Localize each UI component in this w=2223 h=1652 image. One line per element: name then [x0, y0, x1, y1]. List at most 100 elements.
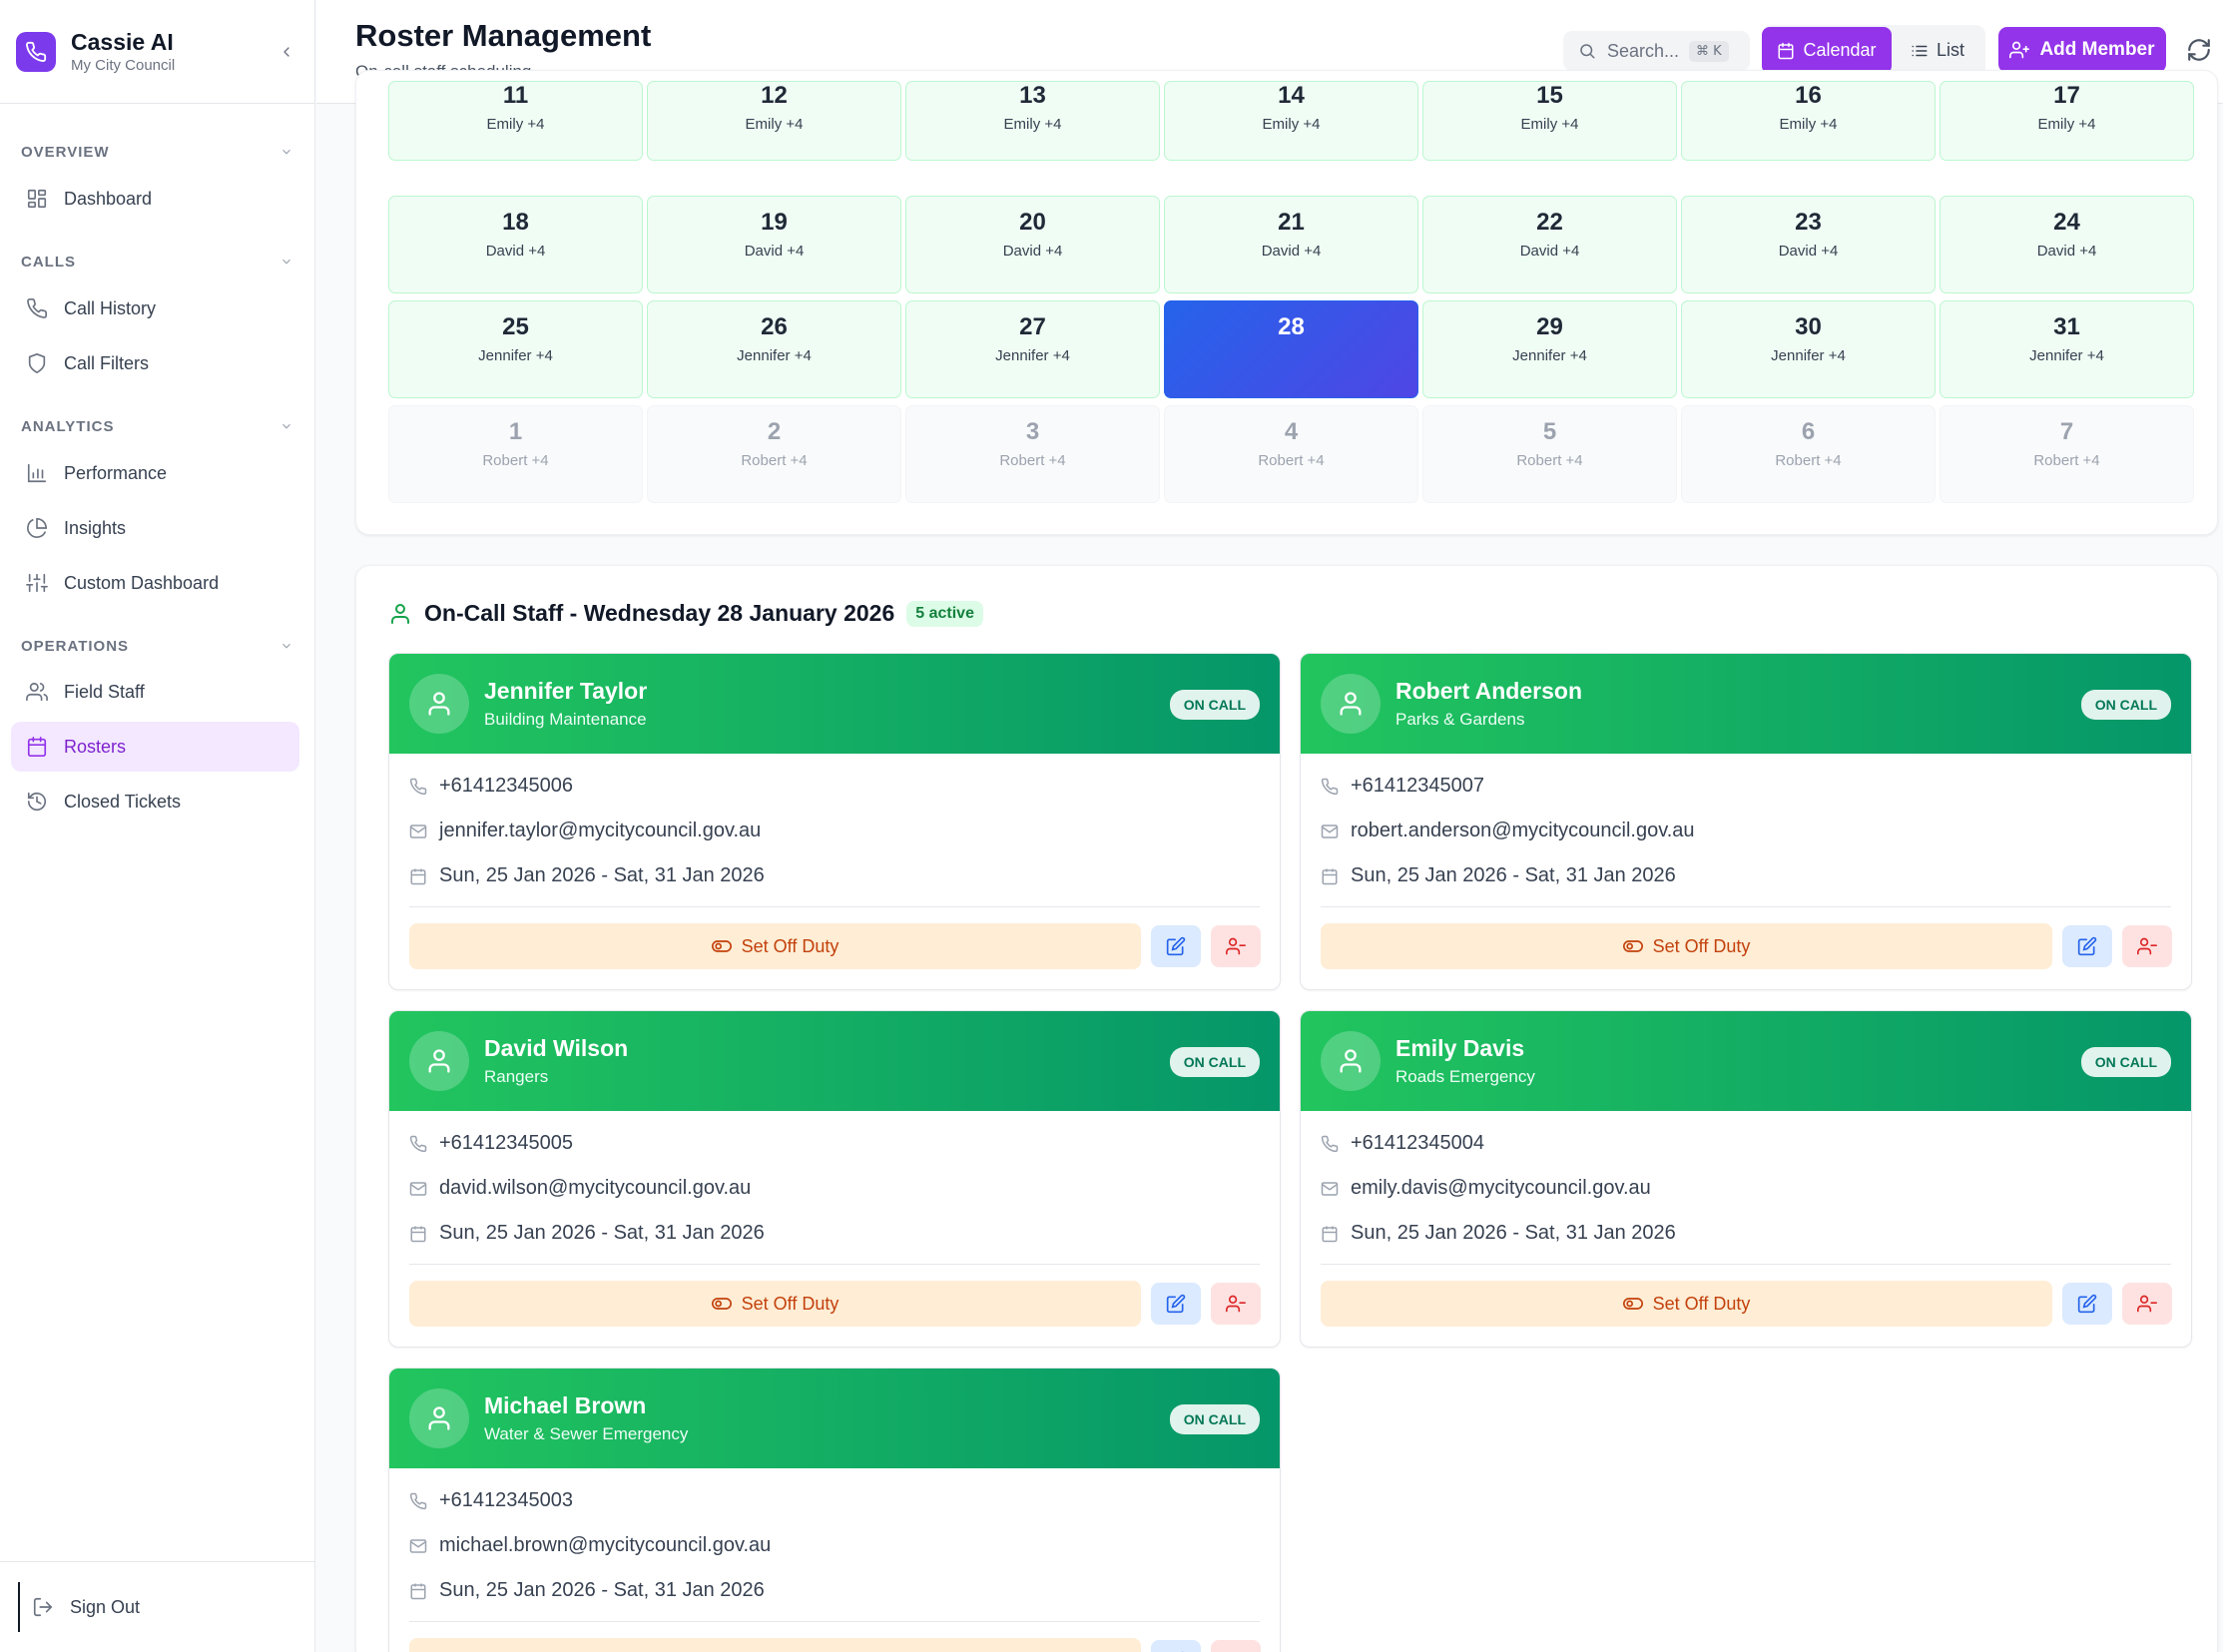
sidebar-item-performance[interactable]: Performance	[11, 448, 299, 498]
set-off-duty-button[interactable]: Set Off Duty	[1321, 923, 2052, 969]
calendar-day[interactable]: 24 David +4	[1940, 196, 2194, 293]
section-toggle-calls[interactable]: CALLS	[0, 247, 315, 276]
sidebar-item-insights[interactable]: Insights	[11, 503, 299, 553]
calendar-day[interactable]: 5 Robert +4	[1422, 405, 1677, 503]
set-off-duty-label: Set Off Duty	[741, 1293, 839, 1314]
calendar-day[interactable]: 1 Robert +4	[388, 405, 643, 503]
set-off-duty-button[interactable]: Set Off Duty	[409, 1638, 1141, 1652]
sidebar-item-dashboard[interactable]: Dashboard	[11, 174, 299, 224]
calendar-day[interactable]: 26 Jennifer +4	[647, 300, 901, 398]
add-member-button[interactable]: Add Member	[1998, 27, 2166, 73]
phone-icon	[409, 1135, 427, 1152]
pie-chart-icon	[27, 518, 47, 538]
calendar-day-today[interactable]: 28	[1164, 300, 1418, 398]
calendar-day[interactable]: 2 Robert +4	[647, 405, 901, 503]
calendar-day[interactable]: 18 David +4	[388, 196, 643, 293]
sidebar-item-field-staff[interactable]: Field Staff	[11, 667, 299, 717]
calendar-day[interactable]: 12 Emily +4	[647, 81, 901, 161]
sidebar-item-custom-dashboard[interactable]: Custom Dashboard	[11, 558, 299, 608]
staff-email[interactable]: robert.anderson@mycitycouncil.gov.au	[1351, 820, 1695, 841]
staff-email-row: michael.brown@mycitycouncil.gov.au	[409, 1534, 771, 1557]
staff-department: Building Maintenance	[484, 710, 647, 729]
calendar-day[interactable]: 27 Jennifer +4	[905, 300, 1160, 398]
toggle-icon	[1622, 1298, 1643, 1310]
calendar-day[interactable]: 3 Robert +4	[905, 405, 1160, 503]
staff-roster-period: Sun, 25 Jan 2026 - Sat, 31 Jan 2026	[439, 1222, 765, 1244]
remove-staff-button[interactable]	[2122, 1283, 2172, 1325]
calendar-day[interactable]: 22 David +4	[1422, 196, 1677, 293]
phone-icon	[27, 298, 47, 318]
staff-phone[interactable]: +61412345003	[439, 1489, 574, 1511]
set-off-duty-button[interactable]: Set Off Duty	[409, 1281, 1141, 1327]
sign-out-label: Sign Out	[70, 1596, 141, 1617]
set-off-duty-button[interactable]: Set Off Duty	[1321, 1281, 2052, 1327]
edit-icon	[2077, 936, 2097, 956]
staff-email[interactable]: michael.brown@mycitycouncil.gov.au	[439, 1534, 772, 1556]
sign-out-button[interactable]: Sign Out	[0, 1561, 315, 1652]
roster-calendar: 11 Emily +4 12 Emily +4 13 Emily +4 14 Emily +4…	[355, 70, 2218, 535]
edit-staff-button[interactable]	[2062, 925, 2112, 967]
section-toggle-overview[interactable]: OVERVIEW	[0, 137, 315, 167]
calendar-day-number: 13	[1019, 82, 1046, 109]
remove-staff-button[interactable]	[1211, 925, 1261, 967]
calendar-day[interactable]: 11 Emily +4	[388, 81, 643, 161]
nav-section-analytics: ANALYTICS	[0, 411, 315, 441]
status-badge: ON CALL	[1169, 1047, 1260, 1077]
remove-staff-button[interactable]	[1211, 1283, 1261, 1325]
calendar-day[interactable]: 23 David +4	[1681, 196, 1936, 293]
sidebar-item-closed-tickets[interactable]: Closed Tickets	[11, 777, 299, 826]
staff-phone[interactable]: +61412345005	[439, 1132, 574, 1154]
calendar-day[interactable]: 7 Robert +4	[1940, 405, 2194, 503]
sidebar-item-call-filters[interactable]: Call Filters	[11, 338, 299, 388]
calendar-day[interactable]: 13 Emily +4	[905, 81, 1160, 161]
section-label: OPERATIONS	[21, 637, 130, 655]
calendar-day-number: 29	[1536, 313, 1563, 340]
avatar	[409, 1388, 469, 1448]
calendar-day-staff: Robert +4	[741, 452, 808, 469]
calendar-day-staff: Jennifer +4	[478, 347, 553, 364]
staff-phone[interactable]: +61412345006	[439, 775, 574, 797]
user-minus-icon	[2137, 937, 2157, 955]
remove-staff-button[interactable]	[2122, 925, 2172, 967]
calendar-day[interactable]: 19 David +4	[647, 196, 901, 293]
remove-staff-button[interactable]	[1211, 1640, 1261, 1652]
sidebar-item-rosters[interactable]: Rosters	[11, 722, 299, 772]
list-view-button[interactable]: List	[1894, 27, 1981, 74]
staff-email[interactable]: emily.davis@mycitycouncil.gov.au	[1351, 1177, 1651, 1199]
app-title: Cassie AI	[71, 28, 174, 55]
calendar-day[interactable]: 30 Jennifer +4	[1681, 300, 1936, 398]
calendar-day[interactable]: 15 Emily +4	[1422, 81, 1677, 161]
staff-email[interactable]: david.wilson@mycitycouncil.gov.au	[439, 1177, 752, 1199]
user-icon	[428, 1049, 450, 1073]
calendar-day[interactable]: 29 Jennifer +4	[1422, 300, 1677, 398]
calendar-day-number: 20	[1019, 209, 1046, 236]
calendar-day[interactable]: 17 Emily +4	[1940, 81, 2194, 161]
calendar-day[interactable]: 14 Emily +4	[1164, 81, 1418, 161]
section-toggle-operations[interactable]: OPERATIONS	[0, 631, 315, 661]
staff-email[interactable]: jennifer.taylor@mycitycouncil.gov.au	[439, 820, 762, 841]
edit-staff-button[interactable]	[1151, 1640, 1201, 1652]
staff-phone[interactable]: +61412345004	[1351, 1132, 1485, 1154]
refresh-button[interactable]	[2186, 37, 2212, 63]
calendar-day[interactable]: 4 Robert +4	[1164, 405, 1418, 503]
edit-staff-button[interactable]	[1151, 1283, 1201, 1325]
calendar-day[interactable]: 16 Emily +4	[1681, 81, 1936, 161]
calendar-day[interactable]: 20 David +4	[905, 196, 1160, 293]
calendar-day[interactable]: 21 David +4	[1164, 196, 1418, 293]
sidebar-item-call-history[interactable]: Call History	[11, 283, 299, 333]
collapse-sidebar-button[interactable]	[275, 40, 298, 64]
search-input[interactable]: Search... ⌘ K	[1563, 31, 1750, 71]
calendar-day-staff: Emily +4	[486, 116, 545, 133]
calendar-day[interactable]: 25 Jennifer +4	[388, 300, 643, 398]
calendar-day[interactable]: 31 Jennifer +4	[1940, 300, 2194, 398]
set-off-duty-button[interactable]: Set Off Duty	[409, 923, 1141, 969]
calendar-day[interactable]: 6 Robert +4	[1681, 405, 1936, 503]
calendar-day-number: 25	[502, 313, 529, 340]
section-toggle-analytics[interactable]: ANALYTICS	[0, 411, 315, 441]
calendar-view-button[interactable]: Calendar	[1762, 27, 1892, 74]
set-off-duty-label: Set Off Duty	[1652, 1293, 1751, 1314]
staff-phone[interactable]: +61412345007	[1351, 775, 1485, 797]
edit-staff-button[interactable]	[1151, 925, 1201, 967]
staff-name: Jennifer Taylor	[484, 678, 648, 704]
edit-staff-button[interactable]	[2062, 1283, 2112, 1325]
